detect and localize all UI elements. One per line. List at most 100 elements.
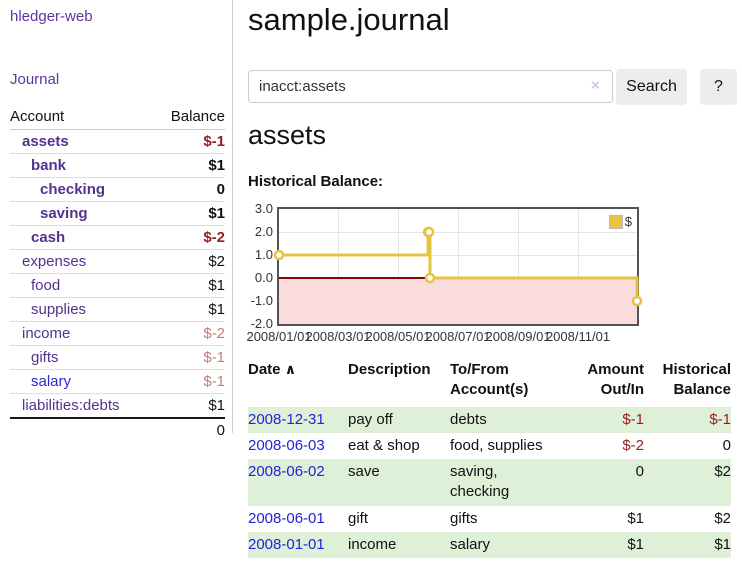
transaction-date-cell: 2008-12-31: [248, 406, 348, 433]
register-col-accounts: To/From Account(s): [450, 361, 529, 399]
register-col-balance: Historical Balance: [662, 361, 731, 399]
account-link[interactable]: food: [31, 277, 61, 294]
account-link[interactable]: supplies: [31, 301, 87, 318]
y-axis-tick-label: 1.0: [254, 247, 273, 262]
account-name-cell: saving: [10, 202, 154, 226]
register-col-date[interactable]: Date ∧: [248, 361, 297, 378]
account-balance: $-2: [203, 229, 225, 246]
sidebar: hledger-web Journal Account Balance asse…: [0, 0, 233, 439]
account-row: assets $-1: [10, 130, 225, 154]
accounts-total-balance: 0: [216, 422, 225, 439]
accounts-header-balance: Balance: [170, 108, 225, 125]
series-label: $: [624, 214, 632, 229]
transaction-row: 2008-06-01 gift gifts $1 $2: [248, 506, 731, 532]
y-axis-tick-label: 2.0: [254, 224, 273, 239]
account-link[interactable]: cash: [31, 229, 66, 246]
transaction-date-cell: 2008-06-03: [248, 433, 348, 459]
sort-up-icon: ∧: [284, 361, 297, 377]
transaction-date-link[interactable]: 2008-12-31: [248, 410, 325, 428]
transaction-date-cell: 2008-06-01: [248, 506, 348, 532]
account-name-cell: liabilities:debts: [10, 394, 154, 419]
search-input[interactable]: [248, 70, 613, 103]
account-name-cell: gifts: [10, 346, 154, 370]
balance-series-line: [273, 226, 643, 307]
transaction-amount: 0: [581, 459, 644, 506]
page-title: sample.journal: [248, 2, 450, 37]
accounts-total-row: 0: [10, 418, 225, 442]
app-brand-link[interactable]: hledger-web: [10, 8, 93, 25]
account-name-cell: bank: [10, 154, 154, 178]
transaction-date-cell: 2008-01-01: [248, 531, 348, 558]
transaction-description: pay off: [348, 406, 450, 433]
transaction-date-link[interactable]: 2008-06-01: [248, 509, 325, 527]
account-link[interactable]: assets: [22, 133, 69, 150]
transaction-amount: $-2: [622, 436, 644, 454]
account-name-cell: cash: [10, 226, 154, 250]
transaction-row: 2008-01-01 income salary $1 $1: [248, 531, 731, 558]
accounts-total-spacer: [10, 418, 154, 442]
account-balance: $1: [208, 205, 225, 222]
x-axis-tick-label: 2008/09/01: [485, 329, 551, 344]
account-link[interactable]: gifts: [31, 349, 59, 366]
account-balance: $1: [208, 157, 225, 174]
account-link[interactable]: bank: [31, 157, 67, 174]
register-col-description: Description: [348, 361, 431, 378]
transaction-date-link[interactable]: 2008-01-01: [248, 535, 325, 553]
transaction-balance: $2: [644, 459, 731, 506]
transaction-row: 2008-12-31 pay off debts $-1 $-1: [248, 406, 731, 433]
y-axis-tick-label: 3.0: [254, 201, 273, 216]
account-balance: $1: [208, 397, 225, 414]
account-link[interactable]: expenses: [22, 253, 87, 270]
gridline: [458, 209, 459, 324]
account-row: expenses $2: [10, 249, 225, 274]
account-balance: $-2: [203, 325, 225, 342]
transaction-accounts: debts: [450, 406, 581, 433]
account-link[interactable]: salary: [31, 373, 72, 390]
account-link[interactable]: saving: [40, 205, 88, 222]
transaction-date-cell: 2008-06-02: [248, 459, 348, 506]
series-swatch-icon: [608, 214, 623, 229]
transaction-balance: 0: [722, 436, 731, 454]
y-axis-tick-label: 0.0: [254, 270, 273, 285]
clear-search-icon[interactable]: ×: [591, 77, 600, 94]
transaction-amount: $-1: [581, 406, 644, 433]
transaction-row: 2008-06-02 save saving, checking 0 $2: [248, 459, 731, 506]
historical-balance-chart: $ 3.0 2.0 1.0 0.0 -1.0 -2.0 2008/01/01 2008/03/…: [246, 201, 688, 345]
search-form: × Search ?: [248, 69, 742, 107]
y-axis-tick-label: -1.0: [250, 293, 273, 308]
account-row: checking 0: [10, 177, 225, 202]
transaction-balance: $-1: [644, 406, 731, 433]
account-row: gifts $-1: [10, 345, 225, 370]
search-button[interactable]: Search: [616, 69, 687, 105]
transaction-accounts: saving, checking: [450, 459, 581, 506]
x-axis-tick-label: 2008/11/01: [545, 329, 611, 344]
account-row: liabilities:debts $1: [10, 393, 225, 419]
account-name-cell: salary: [10, 370, 154, 394]
gridline: [338, 209, 339, 324]
transaction-date-link[interactable]: 2008-06-02: [248, 463, 325, 480]
account-name-cell: checking: [10, 178, 154, 202]
chart-legend: $: [608, 214, 632, 229]
x-axis-tick-label: 2008/07/01: [425, 329, 491, 344]
register-table: Date ∧ Description To/From Account(s) Am…: [248, 360, 731, 558]
account-link[interactable]: liabilities:debts: [22, 397, 120, 414]
sidebar-item-journal[interactable]: Journal: [10, 71, 60, 88]
accounts-table: Account Balance assets $-1 bank $1 check…: [10, 106, 225, 442]
account-heading: assets: [248, 120, 327, 150]
transaction-row: 2008-06-03 eat & shop food, supplies $-2…: [248, 433, 731, 459]
help-button[interactable]: ?: [700, 69, 737, 105]
account-row: supplies $1: [10, 297, 225, 322]
negative-region: [279, 278, 637, 324]
transaction-date-link[interactable]: 2008-06-03: [248, 436, 325, 454]
transaction-amount: $1: [581, 531, 644, 558]
account-link[interactable]: checking: [40, 181, 106, 198]
transaction-accounts: salary: [450, 531, 581, 558]
chart-plot-area[interactable]: $: [273, 207, 643, 326]
account-link[interactable]: income: [22, 325, 71, 342]
account-balance: $1: [208, 301, 225, 318]
transaction-accounts: food, supplies: [450, 436, 543, 454]
account-name-cell: food: [10, 274, 154, 298]
account-row: cash $-2: [10, 225, 225, 250]
account-balance: $1: [208, 277, 225, 294]
x-axis-tick-label: 2008/03/01: [305, 329, 371, 344]
